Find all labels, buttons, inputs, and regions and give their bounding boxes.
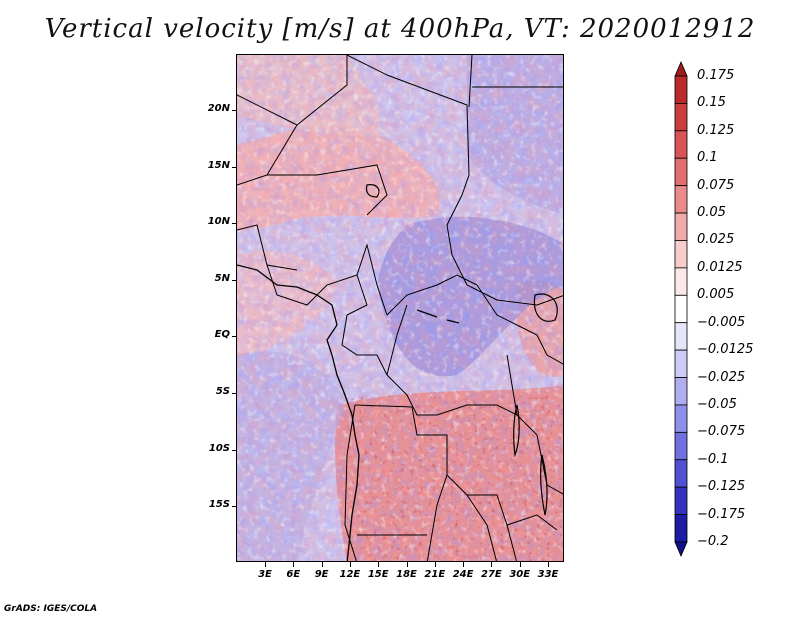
x-tick-label: 27E <box>481 569 502 580</box>
x-tick <box>293 562 295 567</box>
x-tick <box>321 562 323 567</box>
colorbar-label: −0.125 <box>697 479 746 495</box>
x-tick <box>519 562 521 567</box>
x-tick <box>491 562 493 567</box>
y-tick-label: 20N <box>207 103 230 114</box>
x-tick-label: 15E <box>367 569 389 580</box>
x-tick-label: 18E <box>396 569 417 580</box>
colorbar-label: 0.15 <box>697 95 726 111</box>
colorbar-swatch <box>674 322 688 351</box>
colorbar-label: 0.05 <box>697 205 726 221</box>
colorbar-label: −0.05 <box>697 396 737 412</box>
x-tick <box>434 562 436 567</box>
colorbar-label: −0.075 <box>697 424 746 440</box>
x-tick-label: 12E <box>339 569 361 580</box>
colorbar-label: 0.125 <box>697 122 735 138</box>
colorbar-swatch <box>674 267 688 296</box>
colorbar-label: −0.005 <box>697 314 746 330</box>
x-tick <box>349 562 351 567</box>
lake-malawi <box>539 454 548 516</box>
y-tick <box>232 336 237 338</box>
velocity-field <box>237 55 563 561</box>
x-tick-label: 24E <box>452 569 474 580</box>
colorbar-label: 0.0125 <box>697 259 743 275</box>
colorbar-swatch <box>674 103 688 132</box>
y-tick-label: 15S <box>208 499 230 511</box>
x-tick <box>463 562 465 567</box>
y-tick <box>232 110 237 111</box>
y-tick-label: 15N <box>207 159 230 171</box>
y-tick <box>232 449 237 451</box>
colorbar-label: 0.175 <box>697 68 735 83</box>
map-panel <box>236 54 564 562</box>
x-tick <box>548 562 549 567</box>
colorbar-swatch <box>674 294 688 324</box>
colorbar-swatch <box>674 185 688 214</box>
colorbar-label: −0.175 <box>697 506 746 522</box>
x-tick-label: 30E <box>509 569 531 580</box>
lakes <box>365 184 558 516</box>
colorbar-swatch <box>674 377 688 406</box>
lake-tanganyika <box>513 404 520 458</box>
colorbar-swatch <box>674 404 688 433</box>
x-tick-label: 3E <box>258 569 272 580</box>
chart-title: Vertical velocity [m/s] at 400hPa, VT: 2… <box>44 14 756 44</box>
colorbar-swatch <box>674 349 688 378</box>
x-tick-label: 6E <box>286 569 301 580</box>
strong-ascent-texture <box>347 395 563 561</box>
coastline <box>237 264 360 561</box>
colorbar-label: −0.0125 <box>697 342 754 358</box>
y-tick-label: 10S <box>208 442 230 454</box>
colorbar-swatch <box>674 212 688 241</box>
lake-victoria <box>533 293 558 322</box>
x-tick <box>265 562 266 567</box>
colorbar-swatch <box>674 514 688 543</box>
x-tick <box>406 562 408 567</box>
colorbar-top-arrow <box>674 60 688 77</box>
colorbar-swatch <box>674 75 688 104</box>
y-tick <box>232 223 237 225</box>
x-tick-label: 9E <box>314 569 329 580</box>
y-tick <box>232 393 237 394</box>
colorbar-label: −0.2 <box>697 534 729 549</box>
colorbar-swatch <box>674 240 688 269</box>
y-tick <box>232 506 237 508</box>
colorbar-swatch <box>674 157 688 187</box>
y-tick-label: 5S <box>215 386 230 397</box>
country-borders <box>237 55 563 561</box>
colorbar-label: 0.075 <box>697 177 735 193</box>
colorbar-swatch <box>674 459 688 488</box>
y-tick <box>232 166 237 168</box>
colorbar-label: 0.1 <box>697 150 718 166</box>
colorbar-label: 0.025 <box>697 232 735 248</box>
colorbar-label: −0.025 <box>697 369 746 385</box>
y-tick-label: EQ <box>214 329 230 341</box>
grads-credit: GrADS: IGES/COLA <box>4 604 98 614</box>
colorbar-label: 0.005 <box>697 287 735 303</box>
x-tick-label: 33E <box>537 569 559 580</box>
colorbar-swatch <box>674 486 688 515</box>
colorbar-bottom-arrow <box>674 541 688 558</box>
colorbar-swatch <box>674 130 688 159</box>
y-tick-label: 10N <box>207 216 230 228</box>
x-tick <box>378 562 380 567</box>
x-tick-label: 21E <box>424 569 446 580</box>
colorbar-label: −0.1 <box>697 451 729 467</box>
congo-river-marks <box>416 309 460 324</box>
y-tick-label: 5N <box>214 272 230 284</box>
colorbar-swatch <box>674 431 688 461</box>
y-tick <box>232 279 237 281</box>
lake-chad <box>365 184 380 198</box>
